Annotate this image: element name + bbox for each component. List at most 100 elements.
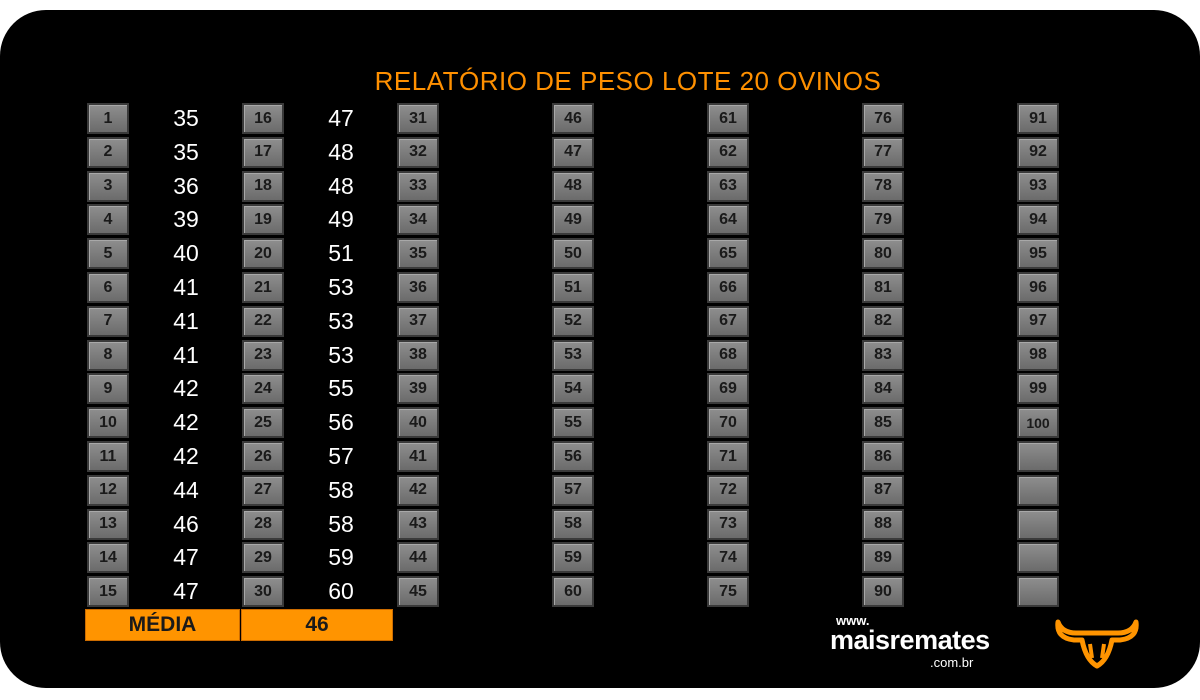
lot-number-cell [1017, 441, 1059, 472]
report-board [0, 10, 1200, 688]
weight-value: 42 [173, 375, 199, 402]
lot-number-cell: 67 [707, 305, 749, 337]
lot-number-cell: 92 [1017, 136, 1059, 168]
weight-value: 57 [328, 443, 354, 469]
lot-number-cell: 3 [87, 170, 129, 202]
lot-number-cell: 82 [862, 305, 904, 337]
lot-number-cell: 76 [862, 103, 904, 134]
lot-number-cell: 99 [1017, 373, 1059, 405]
lot-number-cell: 44 [397, 542, 439, 574]
lot-number-cell: 29 [242, 542, 284, 574]
lot-number-cell: 22 [242, 305, 284, 337]
weight-value: 42 [173, 409, 199, 436]
lot-number-cell: 21 [242, 272, 284, 303]
weight-value: 42 [173, 443, 199, 469]
weight-value: 41 [173, 307, 199, 334]
lot-number-cell: 53 [552, 339, 594, 371]
lot-number-cell: 37 [397, 305, 439, 337]
lot-number-cell: 89 [862, 542, 904, 574]
weight-value: 58 [328, 510, 354, 537]
weight-value: 55 [328, 375, 354, 402]
lot-number-cell: 11 [87, 441, 129, 472]
weight-value: 46 [173, 510, 199, 537]
lot-number-cell: 30 [242, 576, 284, 608]
lot-number-cell: 100 [1017, 407, 1059, 439]
lot-number-cell: 5 [87, 238, 129, 270]
lot-number-cell: 20 [242, 238, 284, 270]
lot-number-cell: 49 [552, 204, 594, 236]
lot-number-cell: 16 [242, 103, 284, 134]
lot-number-cell: 95 [1017, 238, 1059, 270]
lot-number-cell: 68 [707, 339, 749, 371]
bull-head-icon [1055, 619, 1139, 669]
lot-number-cell: 56 [552, 441, 594, 472]
lot-number-cell: 35 [397, 238, 439, 270]
weight-value: 36 [173, 172, 199, 199]
lot-number-cell: 12 [87, 474, 129, 506]
lot-number-cell: 87 [862, 474, 904, 506]
lot-number-cell: 15 [87, 576, 129, 608]
weight-value: 53 [328, 341, 354, 368]
weight-value: 53 [328, 274, 354, 300]
lot-number-cell: 17 [242, 136, 284, 168]
lot-number-cell: 4 [87, 204, 129, 236]
lot-number-cell: 70 [707, 407, 749, 439]
lot-number-cell: 50 [552, 238, 594, 270]
weight-value: 58 [328, 476, 354, 503]
lot-number-cell: 32 [397, 136, 439, 168]
weight-value: 56 [328, 409, 354, 436]
lot-number-cell [1017, 542, 1059, 574]
weight-value: 53 [328, 307, 354, 334]
lot-number-cell: 55 [552, 407, 594, 439]
lot-number-cell: 31 [397, 103, 439, 134]
lot-number-cell: 25 [242, 407, 284, 439]
lot-number-cell: 13 [87, 508, 129, 540]
weight-value: 44 [173, 476, 199, 503]
lot-number-cell: 52 [552, 305, 594, 337]
lot-number-cell: 96 [1017, 272, 1059, 303]
lot-number-cell: 90 [862, 576, 904, 608]
lot-number-cell: 94 [1017, 204, 1059, 236]
lot-number-cell: 39 [397, 373, 439, 405]
weight-value: 35 [173, 138, 199, 165]
lot-number-cell: 59 [552, 542, 594, 574]
lot-number-cell: 65 [707, 238, 749, 270]
weight-value: 40 [173, 240, 199, 267]
weight-value: 39 [173, 206, 199, 233]
lot-number-cell: 41 [397, 441, 439, 472]
lot-number-cell: 33 [397, 170, 439, 202]
lot-number-cell: 23 [242, 339, 284, 371]
lot-number-cell: 10 [87, 407, 129, 439]
weight-value: 51 [328, 240, 354, 267]
lot-number-cell: 61 [707, 103, 749, 134]
weight-value: 41 [173, 341, 199, 368]
brand-name: maisremates [830, 625, 990, 655]
lot-number-cell: 81 [862, 272, 904, 303]
lot-number-cell: 28 [242, 508, 284, 540]
report-title: RELATÓRIO DE PESO LOTE 20 OVINOS [374, 66, 882, 96]
lot-number-cell: 72 [707, 474, 749, 506]
weight-value: 49 [328, 206, 354, 233]
lot-number-cell: 75 [707, 576, 749, 608]
lot-number-cell: 63 [707, 170, 749, 202]
lot-number-cell: 97 [1017, 305, 1059, 337]
lot-number-cell: 60 [552, 576, 594, 608]
lot-number-cell: 27 [242, 474, 284, 506]
lot-number-cell: 77 [862, 136, 904, 168]
lot-number-cell: 40 [397, 407, 439, 439]
lot-number-cell: 19 [242, 204, 284, 236]
lot-number-cell: 47 [552, 136, 594, 168]
weight-value: 48 [328, 138, 354, 165]
lot-number-cell: 48 [552, 170, 594, 202]
weight-value: 47 [173, 578, 199, 605]
lot-number-cell: 86 [862, 441, 904, 472]
lot-number-cell: 46 [552, 103, 594, 134]
lot-number-cell: 71 [707, 441, 749, 472]
lot-number-cell: 8 [87, 339, 129, 371]
weight-value: 59 [328, 544, 354, 571]
lot-number-cell [1017, 508, 1059, 540]
lot-number-cell: 14 [87, 542, 129, 574]
lot-number-cell: 7 [87, 305, 129, 337]
weight-value: 48 [328, 172, 354, 199]
lot-number-cell: 64 [707, 204, 749, 236]
